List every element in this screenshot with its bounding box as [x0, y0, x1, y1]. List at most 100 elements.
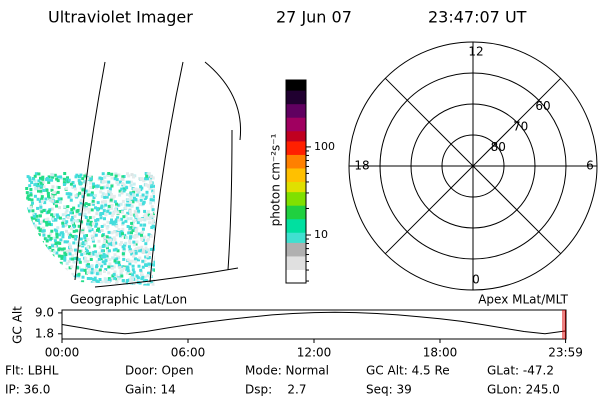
pixel — [75, 219, 79, 223]
pixel — [80, 253, 84, 257]
colorbar-label: photon cm⁻²s⁻¹ — [269, 133, 283, 226]
pixel — [118, 266, 122, 270]
pixel — [144, 172, 148, 175]
pixel — [106, 249, 110, 252]
pixel — [61, 247, 64, 251]
pixel — [138, 281, 142, 285]
pixel — [70, 254, 74, 258]
pixel — [111, 222, 115, 226]
pixel — [95, 265, 98, 269]
pixel — [132, 187, 136, 191]
pixel — [51, 175, 55, 179]
pixel — [25, 191, 29, 195]
pixel — [103, 217, 106, 221]
pixel — [61, 224, 65, 228]
pixel — [100, 249, 104, 253]
pixel — [86, 249, 89, 253]
pixel — [124, 213, 128, 217]
pixel — [140, 177, 144, 181]
pixel — [34, 172, 38, 176]
pixel — [140, 231, 144, 235]
pixel — [119, 230, 123, 234]
pixel — [40, 199, 44, 203]
pixel — [55, 251, 59, 255]
pixel — [46, 192, 50, 195]
pixel — [143, 218, 147, 222]
pixel — [92, 196, 96, 199]
pixel — [98, 245, 102, 249]
pixel — [105, 195, 109, 199]
pixel — [61, 232, 65, 236]
pixel — [152, 214, 155, 218]
pixel — [127, 174, 131, 178]
altitude-plot: 9.0 1.8 00:00 06:00 12:00 18:00 23:59 — [35, 305, 583, 359]
pixel — [117, 261, 121, 265]
pixel — [135, 189, 139, 193]
pixel — [121, 210, 125, 214]
pixel — [128, 207, 132, 211]
pixel — [90, 264, 94, 268]
colorbar-cell — [286, 272, 306, 277]
pixel — [108, 211, 112, 215]
info-item: Dsp: 2.7 — [245, 383, 307, 397]
pixel — [109, 221, 113, 225]
colorbar-cell — [286, 205, 306, 210]
pixel — [57, 186, 61, 189]
pixel — [86, 259, 90, 263]
pixel — [106, 255, 110, 259]
colorbar-cell — [286, 113, 306, 118]
pixel — [132, 193, 135, 197]
pixel — [102, 209, 106, 213]
pixel — [100, 229, 104, 232]
mlt-label: 6 — [586, 159, 594, 173]
colorbar-cell — [286, 134, 306, 139]
pixel — [87, 252, 91, 256]
pixel — [135, 240, 139, 244]
pixel — [69, 182, 73, 186]
pixel — [134, 260, 138, 264]
pixel — [86, 219, 90, 223]
pixel — [152, 195, 155, 199]
pixel — [56, 215, 60, 219]
pixel — [89, 185, 93, 189]
pixel — [45, 239, 49, 243]
pixel — [91, 199, 95, 203]
pixel — [64, 249, 68, 253]
pixel — [77, 204, 81, 208]
pixel — [101, 179, 105, 183]
pixel — [56, 226, 60, 230]
pixel — [74, 237, 78, 241]
pixel — [144, 177, 148, 181]
pixel — [50, 207, 54, 211]
pixel — [141, 193, 145, 197]
pixel — [92, 252, 96, 256]
pixel — [120, 274, 124, 278]
pixel — [26, 175, 30, 179]
pixel — [144, 215, 147, 219]
pixel — [112, 230, 116, 234]
pixel — [97, 262, 101, 266]
pixel — [81, 268, 85, 272]
pixel — [83, 252, 87, 255]
pixel — [105, 244, 109, 248]
pixel — [132, 243, 136, 247]
pixel — [51, 199, 55, 203]
pixel — [135, 234, 139, 238]
pixel — [71, 181, 75, 184]
pixel — [67, 195, 71, 199]
pixel — [89, 202, 93, 206]
pixel — [140, 218, 144, 221]
pixel — [107, 172, 111, 175]
pixel — [112, 212, 116, 216]
pixel — [112, 194, 116, 198]
pixel — [122, 247, 126, 251]
pixel — [39, 184, 43, 188]
pixel — [37, 189, 40, 193]
pixel — [68, 235, 71, 239]
colorbar-cell — [286, 110, 306, 115]
pixel — [78, 191, 82, 195]
pixel — [139, 268, 143, 272]
pixel — [80, 222, 83, 226]
pixel — [92, 215, 96, 219]
pixel — [99, 216, 103, 220]
